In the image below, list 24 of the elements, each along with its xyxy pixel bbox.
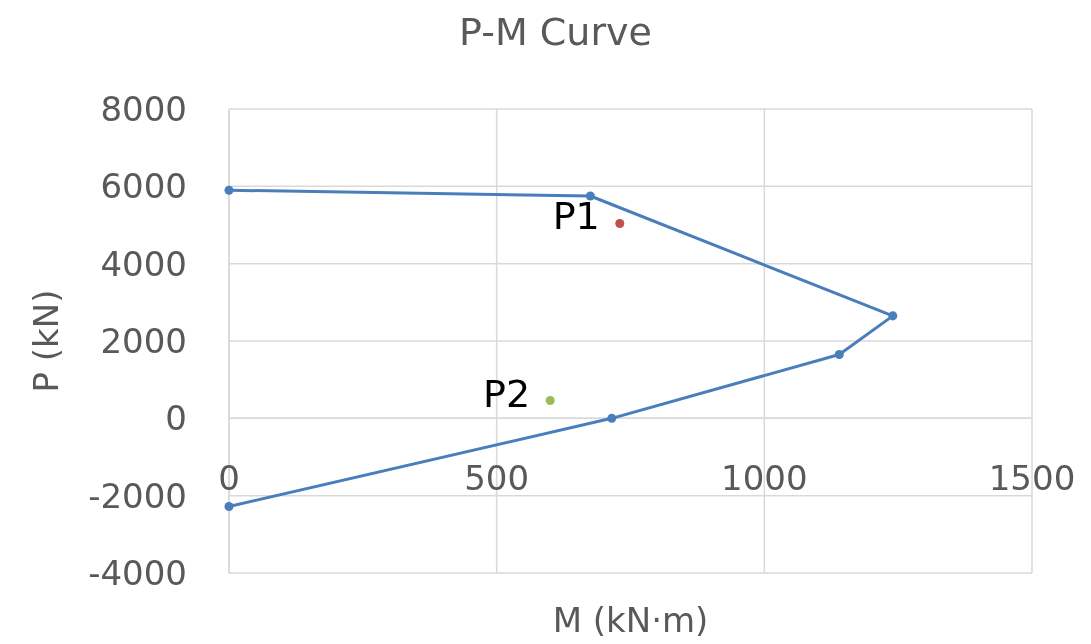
point [545,396,555,406]
y-tick-label: 0 [165,398,187,439]
x-tick-label: 1500 [988,458,1076,499]
series-label: P1 [552,194,600,239]
point [224,501,234,511]
series-label: P2 [483,371,531,416]
x-axis-title: M (kN·m) [552,600,709,640]
x-tick-label: 1000 [721,458,808,499]
point [888,311,898,321]
point [585,191,595,201]
y-tick-label: -4000 [88,553,187,593]
x-tick-label: 500 [464,458,530,499]
point [615,218,625,228]
y-tick-label: 4000 [100,243,187,284]
y-tick-label: 2000 [100,321,187,361]
y-tick-label: 8000 [100,89,187,129]
y-tick-label: -2000 [88,475,187,516]
point [607,413,617,423]
x-tick-label: 0 [218,458,240,499]
point [834,350,844,360]
y-tick-label: 6000 [100,166,187,207]
chart-title: P-M Curve [459,10,652,54]
y-axis-title: P (kN) [26,289,66,393]
point [224,185,234,195]
